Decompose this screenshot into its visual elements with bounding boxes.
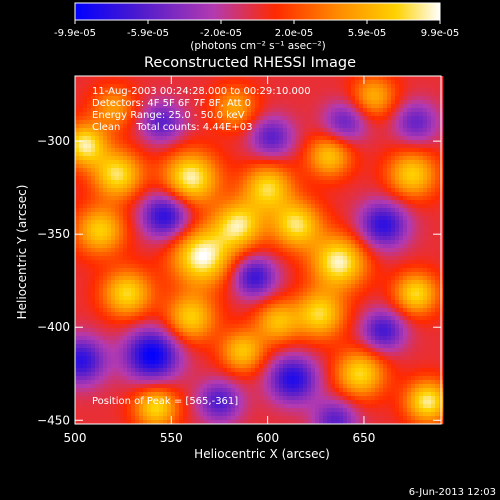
x-tick-label: 600 — [256, 431, 279, 445]
colorbar-tick-label: 5.9e-05 — [348, 28, 386, 39]
x-tick-label: 500 — [64, 431, 87, 445]
y-tick-label: −350 — [37, 227, 70, 241]
info-detectors: Detectors: 4F 5F 6F 7F 8F, Att 0 — [92, 98, 252, 109]
y-axis-ticks: −300 −350 −400 −450 — [37, 134, 441, 427]
heatmap-image — [75, 76, 444, 425]
colorbar-ticks: -9.9e-05 -5.9e-05 -2.0e-05 2.0e-05 5.9e-05 9.… — [54, 20, 459, 39]
info-time-range: 11-Aug-2003 00:24:28.000 to 00:29:10.000 — [92, 86, 311, 97]
peak-position: Position of Peak = [565,-361] — [92, 396, 239, 407]
y-tick-label: −400 — [37, 320, 70, 334]
colorbar-tick-label: 9.9e-05 — [421, 28, 459, 39]
y-tick-label: −450 — [37, 413, 70, 427]
info-energy-range: Energy Range: 25.0 - 50.0 keV — [92, 110, 245, 121]
x-tick-label: 650 — [352, 431, 375, 445]
colorbar-tick-label: -2.0e-05 — [200, 28, 242, 39]
colorbar-tick-label: -9.9e-05 — [54, 28, 96, 39]
colorbar-tick-label: -5.9e-05 — [127, 28, 169, 39]
colorbar-unit-label: (photons cm⁻² s⁻¹ asec⁻²) — [190, 40, 325, 52]
footer-date: 6-Jun-2013 12:03 — [409, 487, 496, 498]
chart-title: Reconstructed RHESSI Image — [144, 55, 356, 71]
colorbar — [74, 2, 441, 21]
y-tick-label: −300 — [37, 134, 70, 148]
x-axis-ticks: 500 550 600 650 — [64, 76, 375, 445]
colorbar-tick-label: 2.0e-05 — [275, 28, 313, 39]
info-clean-counts: Clean Total counts: 4.44E+03 — [92, 122, 253, 133]
plot-frame — [74, 75, 442, 425]
y-axis-label: Heliocentric Y (arcsec) — [15, 185, 29, 320]
x-axis-label: Heliocentric X (arcsec) — [194, 447, 330, 461]
x-tick-label: 550 — [160, 431, 183, 445]
